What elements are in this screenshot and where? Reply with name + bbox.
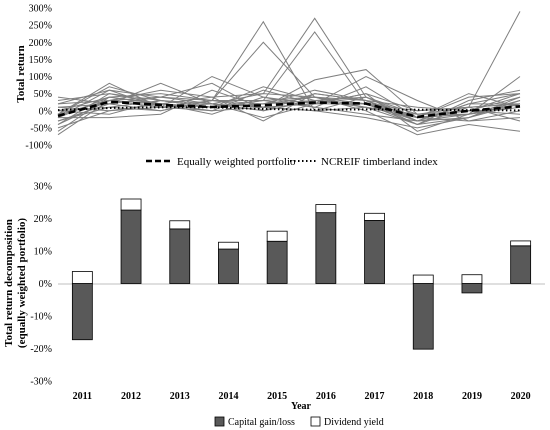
legend-label-dividend-yield: Dividend yield — [324, 417, 384, 428]
capital-gain-bar — [266, 240, 288, 284]
bottom-y-axis-label-line1: Total return decomposition — [3, 219, 15, 347]
background-series-line — [57, 96, 521, 122]
dividend-yield-bar — [120, 198, 142, 211]
bottom-y-tick-label: -10% — [30, 312, 52, 323]
legend-swatch-dividend-yield — [310, 416, 321, 427]
bottom-y-tick-label: 10% — [34, 247, 52, 258]
bottom-y-tick-label: 30% — [34, 182, 52, 193]
top-y-tick-label: 150% — [29, 55, 52, 66]
top-y-tick-label: 200% — [29, 38, 52, 49]
top-y-tick-label: -50% — [30, 123, 52, 134]
bottom-y-axis-label-line2: (equally weighted portfolio) — [16, 218, 28, 348]
bottom-y-axis-label: Total return decomposition (equally weig… — [3, 218, 28, 348]
top-highlight-series — [57, 100, 521, 119]
dividend-yield-bar — [461, 274, 483, 284]
bottom-x-tick-label: 2011 — [73, 391, 92, 402]
bottom-x-tick-label: 2018 — [413, 391, 433, 402]
bottom-bar-chart: Total return decomposition (equally weig… — [3, 182, 545, 428]
top-y-axis-label: Total return — [15, 45, 27, 102]
dividend-yield-bar — [315, 204, 337, 214]
top-line-chart: Total return 300% 250% 200% 150% 100% 50% 0% -5… — [15, 4, 521, 168]
top-y-tick-label: 250% — [29, 21, 52, 32]
capital-gain-bar — [364, 220, 385, 284]
top-y-tick-label: -100% — [25, 141, 52, 152]
dividend-yield-bar — [218, 241, 239, 250]
bottom-legend: Capital gain/loss Dividend yield — [214, 416, 384, 428]
bottom-x-tick-label: 2016 — [316, 391, 336, 402]
capital-gain-bar — [169, 228, 191, 284]
bottom-x-tick-label: 2015 — [267, 391, 287, 402]
bottom-x-ticks: 2011 2012 2013 2014 2015 2016 2017 2018 2019 2020 — [73, 391, 531, 402]
legend-swatch-capital-gain — [214, 416, 225, 427]
bottom-x-tick-label: 2020 — [511, 391, 531, 402]
legend-label-capital-gain: Capital gain/loss — [228, 417, 295, 428]
dividend-yield-bar — [266, 230, 288, 242]
bottom-y-tick-label: -20% — [30, 344, 52, 355]
bottom-x-tick-label: 2019 — [462, 391, 482, 402]
top-y-tick-label: 100% — [29, 72, 52, 83]
bottom-y-tick-label: -30% — [30, 377, 52, 388]
ncreif-index-line — [57, 106, 521, 112]
capital-gain-bar — [510, 245, 532, 284]
bottom-x-tick-label: 2017 — [365, 391, 385, 402]
dividend-yield-bar — [169, 220, 191, 230]
capital-gain-bar — [461, 283, 483, 294]
legend-label-ncreif: NCREIF timberland index — [321, 156, 438, 168]
bottom-x-tick-label: 2012 — [121, 391, 141, 402]
dividend-yield-bar — [364, 212, 385, 221]
capital-gain-bar — [412, 283, 434, 350]
equally-weighted-portfolio-line — [57, 100, 521, 119]
bottom-x-tick-label: 2014 — [218, 391, 238, 402]
bottom-x-tick-label: 2013 — [170, 391, 190, 402]
top-y-tick-label: 50% — [34, 89, 52, 100]
top-background-series — [57, 11, 521, 136]
legend-label-equally-weighted: Equally weighted portfolio — [177, 156, 296, 168]
bottom-y-tick-label: 0% — [39, 279, 52, 290]
capital-gain-bar — [120, 209, 142, 284]
capital-gain-bar — [71, 283, 93, 341]
dividend-yield-bar — [510, 240, 532, 247]
bottom-y-tick-label: 20% — [34, 214, 52, 225]
dividend-yield-bar — [71, 271, 93, 284]
top-y-ticks: 300% 250% 200% 150% 100% 50% 0% -50% -100% — [25, 4, 52, 152]
bottom-bars — [71, 198, 532, 350]
capital-gain-bar — [315, 212, 337, 284]
background-series-line — [57, 86, 521, 125]
capital-gain-bar — [218, 248, 239, 284]
top-legend: Equally weighted portfolio NCREIF timber… — [146, 156, 438, 168]
bottom-x-axis-label: Year — [291, 401, 312, 412]
top-y-tick-label: 0% — [39, 106, 52, 117]
bottom-y-ticks: 30% 20% 10% 0% -10% -20% -30% — [30, 182, 52, 388]
dividend-yield-bar — [412, 274, 434, 284]
top-y-tick-label: 300% — [29, 4, 52, 15]
